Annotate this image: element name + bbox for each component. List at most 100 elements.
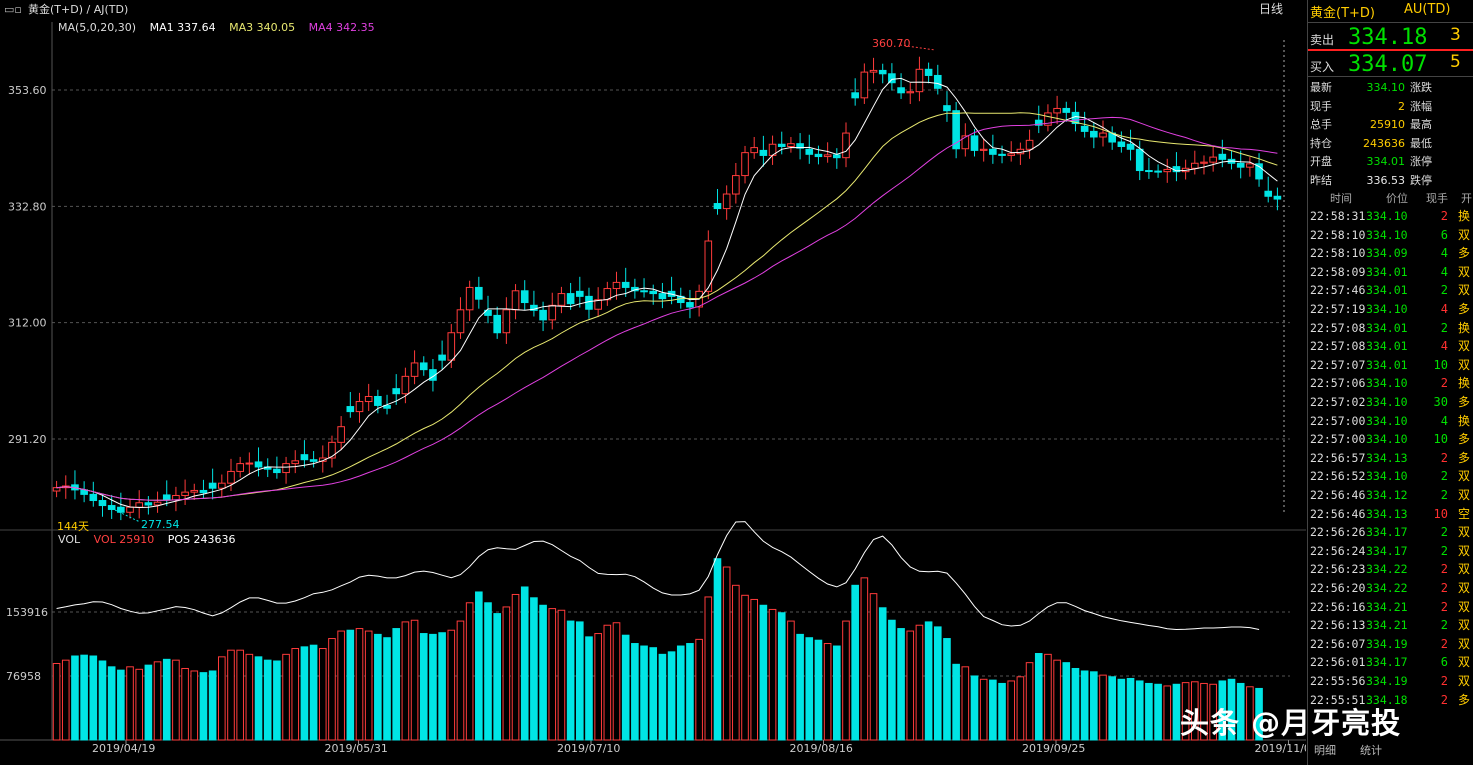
vol-legend: VOL VOL 25910 POS 243636 xyxy=(58,532,246,548)
candle-body xyxy=(686,302,694,308)
tick-price: 334.01 xyxy=(1366,264,1408,279)
tick-time: 22:56:46 xyxy=(1310,506,1366,521)
volume-bar xyxy=(878,607,887,741)
candle-body xyxy=(621,281,630,288)
candle-body xyxy=(52,487,61,492)
tick-price: 334.13 xyxy=(1366,506,1408,521)
candle-body xyxy=(254,461,263,468)
candle-body xyxy=(989,148,997,155)
tick-kind: 换 xyxy=(1458,209,1471,223)
window-icon[interactable]: ▭▫ xyxy=(4,3,22,16)
candle-body xyxy=(401,375,410,395)
tick-time: 22:55:51 xyxy=(1310,692,1366,707)
divider xyxy=(1308,22,1473,23)
tick-qty: 2 xyxy=(1440,618,1448,633)
tab-detail[interactable]: 明细 xyxy=(1314,744,1336,757)
volume-bar xyxy=(860,577,869,741)
tick-row: 22:56:13 334.21 2 双 xyxy=(1308,616,1473,635)
tick-row: 22:57:06 334.10 2 换 xyxy=(1308,374,1473,393)
candle-body xyxy=(438,354,446,361)
volume-bar xyxy=(98,660,107,741)
candle-body xyxy=(98,500,107,507)
tick-qty: 2 xyxy=(1440,562,1448,577)
tick-kind: 双 xyxy=(1458,264,1471,279)
candlestick-chart[interactable]: 353.60 332.80 312.00 291.20 153916 76958 2019/… xyxy=(0,0,1306,765)
volume-bar xyxy=(823,643,832,741)
period-selector[interactable]: 日线 xyxy=(1259,2,1284,16)
tick-row: 22:56:16 334.21 2 双 xyxy=(1308,598,1473,617)
vol-legend-label: VOL xyxy=(58,533,81,546)
tick-time: 22:57:00 xyxy=(1310,432,1366,447)
tick-price: 334.12 xyxy=(1366,488,1408,502)
ma4-line xyxy=(56,116,1278,501)
candle-body xyxy=(805,148,814,155)
ma-legend-label: MA(5,0,20,30) xyxy=(58,21,137,34)
watermark: 头条 @月牙亮投 xyxy=(1180,706,1402,740)
tick-row: 22:56:26 334.17 2 双 xyxy=(1308,523,1473,542)
volume-bar xyxy=(1044,653,1052,741)
stat-value: 336.53 xyxy=(1366,173,1406,187)
tick-price: 334.19 xyxy=(1366,674,1408,688)
tick-row: 22:58:09 334.01 4 双 xyxy=(1308,263,1473,282)
tick-price: 334.10 xyxy=(1366,432,1408,447)
tick-row: 22:57:00 334.10 4 换 xyxy=(1308,412,1473,431)
candle-body xyxy=(1218,153,1227,160)
tick-qty: 2 xyxy=(1440,599,1448,614)
volume-bar xyxy=(282,653,290,741)
volume-bar xyxy=(989,679,997,741)
candle-body xyxy=(135,502,144,508)
tick-kind: 换 xyxy=(1458,413,1471,428)
volume-bar xyxy=(530,597,538,741)
volume-bar xyxy=(199,672,208,741)
x-tick-label: 2019/11/08 xyxy=(1255,742,1307,755)
tick-kind: 换 xyxy=(1458,376,1471,391)
tick-kind: 双 xyxy=(1458,618,1471,633)
quote-panel xyxy=(1307,0,1473,765)
tab-stats[interactable]: 统计 xyxy=(1360,744,1382,757)
vol-tick-label: 76958 xyxy=(6,670,41,683)
volume-bar xyxy=(640,645,648,741)
candle-body xyxy=(933,74,942,89)
tick-time: 22:56:16 xyxy=(1310,599,1366,614)
tick-qty: 2 xyxy=(1440,692,1448,707)
volume-bar xyxy=(475,591,483,741)
candle-body xyxy=(888,73,896,84)
volume-bar xyxy=(52,662,61,741)
candle-body xyxy=(245,462,254,465)
tick-price: 334.18 xyxy=(1366,692,1408,707)
tick-kind: 双 xyxy=(1458,599,1471,614)
stat-label: 总手 xyxy=(1310,118,1332,131)
volume-bar xyxy=(208,670,217,741)
stat-value: 243636 xyxy=(1363,136,1405,150)
candle-body xyxy=(704,240,713,292)
tick-qty: 2 xyxy=(1440,320,1448,335)
candle-body xyxy=(291,460,300,465)
tick-kind: 多 xyxy=(1458,450,1471,465)
vol-tick-label: 153916 xyxy=(6,606,48,619)
volume-bar xyxy=(566,620,575,741)
candle-body xyxy=(741,152,749,177)
volume-bar xyxy=(1255,687,1263,741)
ticks-header-time: 时间 xyxy=(1330,192,1352,205)
stat-row: 开盘 334.01 涨停 xyxy=(1308,152,1473,171)
volume-bar xyxy=(998,682,1006,741)
tick-time: 22:56:26 xyxy=(1310,525,1366,540)
volume-bar xyxy=(695,638,703,741)
tick-time: 22:56:52 xyxy=(1310,469,1366,484)
tick-kind: 双 xyxy=(1458,674,1471,688)
candle-body xyxy=(410,362,419,377)
tick-qty: 10 xyxy=(1433,432,1448,447)
volume-bar xyxy=(1034,653,1043,741)
divider xyxy=(1308,76,1473,77)
tick-price: 334.01 xyxy=(1366,283,1408,298)
tick-row: 22:57:08 334.01 2 换 xyxy=(1308,319,1473,338)
volume-bar xyxy=(1209,683,1217,741)
tick-time: 22:57:46 xyxy=(1310,283,1366,298)
tick-qty: 10 xyxy=(1433,357,1448,372)
tick-qty: 30 xyxy=(1433,395,1448,409)
candle-body xyxy=(355,401,364,413)
tick-kind: 双 xyxy=(1458,543,1471,558)
x-tick-label: 2019/04/19 xyxy=(92,742,155,755)
ticks-header-qty: 现手 xyxy=(1426,192,1448,205)
volume-bar xyxy=(897,628,905,741)
